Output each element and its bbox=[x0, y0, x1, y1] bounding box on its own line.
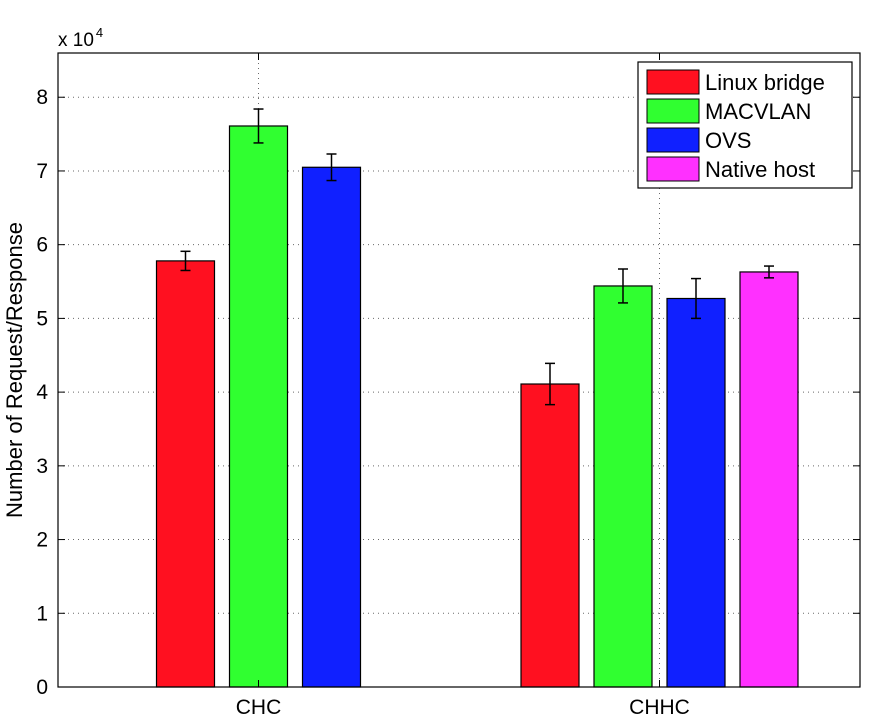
legend-label: Native host bbox=[705, 157, 815, 182]
bar-ovs-chhc bbox=[666, 297, 726, 688]
y-tick-label: 8 bbox=[36, 86, 48, 109]
bar-ovs-chc bbox=[301, 166, 362, 688]
legend-label: OVS bbox=[705, 128, 751, 153]
y-tick-label: 4 bbox=[36, 381, 48, 404]
bar-linux-bridge-chc bbox=[155, 260, 216, 688]
y-tick-label: 3 bbox=[36, 455, 48, 478]
x-tick-label: CHHC bbox=[629, 696, 690, 719]
error-bars bbox=[180, 108, 774, 406]
legend: Linux bridge MACVLAN OVS Native host bbox=[637, 61, 853, 189]
bar-macvlan-chhc bbox=[593, 285, 653, 688]
bars bbox=[155, 125, 799, 688]
x-tick-label: CHC bbox=[236, 696, 282, 719]
legend-swatch bbox=[646, 127, 700, 153]
y-axis-multiplier: x 10 4 bbox=[58, 25, 103, 51]
axis-ticks: 0 1 2 3 4 5 6 7 8 CHC CHHC bbox=[36, 53, 860, 719]
legend-swatch bbox=[646, 156, 700, 182]
plot-area-frame bbox=[57, 52, 861, 688]
y-tick-label: 1 bbox=[36, 602, 48, 625]
bar-native-host-chhc bbox=[739, 271, 799, 688]
y-tick-label: 2 bbox=[36, 529, 48, 552]
y-tick-label: 0 bbox=[36, 676, 48, 699]
y-axis-label: Number of Request/Response bbox=[2, 222, 27, 518]
legend-swatch bbox=[646, 69, 700, 95]
y-tick-label: 6 bbox=[36, 234, 48, 257]
y-tick-label: 5 bbox=[36, 307, 48, 330]
legend-swatch bbox=[646, 98, 700, 124]
bar-linux-bridge-chhc bbox=[520, 383, 580, 688]
legend-label: MACVLAN bbox=[705, 99, 811, 124]
legend-label: Linux bridge bbox=[705, 70, 825, 95]
y-tick-label: 7 bbox=[36, 160, 48, 183]
bar-macvlan-chc bbox=[228, 125, 289, 688]
